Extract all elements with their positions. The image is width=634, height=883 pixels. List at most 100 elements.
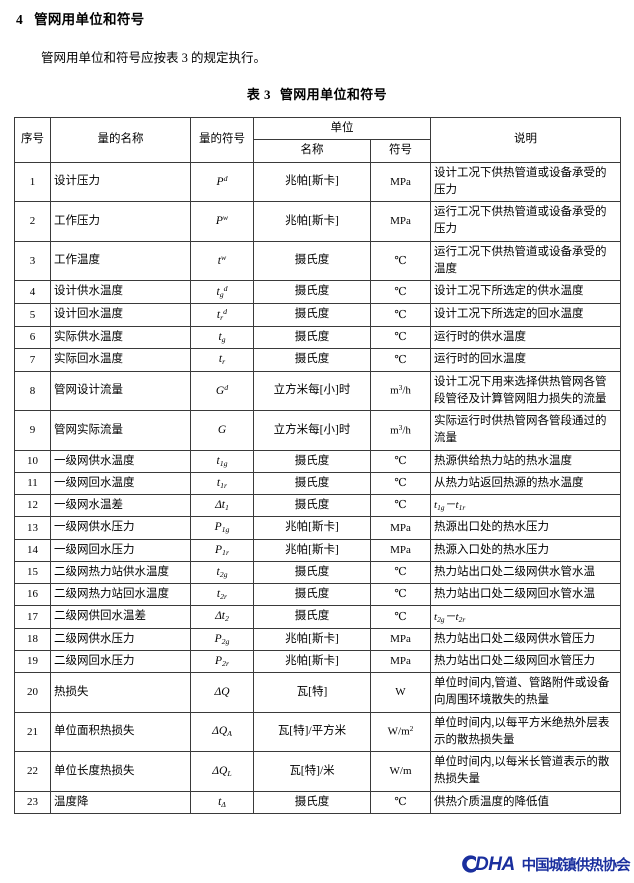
- cell-unit-name: 兆帕[斯卡]: [253, 649, 371, 674]
- cell-unit-symbol: ℃: [370, 280, 431, 304]
- cell-quantity-name: 二级网热力站供水温度: [50, 560, 191, 585]
- cell-quantity-name: 二级网热力站回水温度: [50, 582, 191, 607]
- cell-unit-symbol: ℃: [370, 303, 431, 327]
- table-row: 4 设计供水温度 tgd 摄氏度 ℃ 设计工况下所选定的供水温度: [14, 280, 621, 304]
- cell-quantity-name: 单位面积热损失: [50, 711, 191, 752]
- cell-unit-name: 摄氏度: [253, 348, 371, 372]
- header-quantity-name: 量的名称: [50, 117, 191, 163]
- cell-no: 23: [14, 790, 51, 814]
- cell-quantity-symbol: t1r: [190, 471, 254, 496]
- cell-unit-name: 瓦[特]/平方米: [253, 711, 371, 752]
- cell-no: 5: [14, 303, 51, 327]
- table-row: 7 实际回水温度 tr 摄氏度 ℃ 运行时的回水温度: [14, 348, 621, 372]
- table-row: 14 一级网回水压力 P1r 兆帕[斯卡] MPa 热源入口处的热水压力: [14, 538, 621, 562]
- cell-quantity-name: 管网实际流量: [50, 410, 191, 451]
- cell-unit-symbol: MPa: [370, 161, 431, 202]
- cell-quantity-symbol: t2g: [190, 560, 254, 585]
- cell-description: 单位时间内,管道、管路附件或设备向周围环境散失的热量: [430, 672, 621, 713]
- section-title: 管网用单位和符号: [34, 12, 145, 27]
- cell-description: 热源入口处的热水压力: [430, 538, 621, 562]
- cell-unit-name: 摄氏度: [253, 280, 371, 304]
- table-row: 12 一级网水温差 Δt1 摄氏度 ℃ t1g－t1r: [14, 493, 621, 518]
- cell-description: 运行工况下供热管道或设备承受的压力: [430, 201, 621, 242]
- cell-no: 19: [14, 649, 51, 674]
- table-row: 6 实际供水温度 tg 摄氏度 ℃ 运行时的供水温度: [14, 325, 621, 350]
- cell-no: 8: [14, 370, 51, 411]
- table-row: 20 热损失 ΔQ 瓦[特] W 单位时间内,管道、管路附件或设备向周围环境散失的热量: [14, 672, 621, 713]
- cell-quantity-symbol: ΔQL: [190, 751, 254, 792]
- cell-quantity-symbol: Pd: [190, 161, 254, 202]
- cell-description: 热源出口处的热水压力: [430, 516, 621, 540]
- cell-unit-symbol: ℃: [370, 493, 431, 518]
- section-number: 4: [16, 12, 24, 27]
- cell-unit-name: 摄氏度: [253, 560, 371, 585]
- cell-quantity-name: 设计回水温度: [50, 303, 191, 327]
- table-row: 19 二级网回水压力 P2r 兆帕[斯卡] MPa 热力站出口处二级网回水管压力: [14, 649, 621, 674]
- cell-quantity-symbol: G: [190, 410, 254, 451]
- cell-unit-symbol: ℃: [370, 348, 431, 372]
- cell-quantity-name: 热损失: [50, 672, 191, 713]
- cell-no: 7: [14, 348, 51, 372]
- cell-unit-name: 兆帕[斯卡]: [253, 516, 371, 540]
- section-heading: 4 管网用单位和符号: [16, 8, 144, 28]
- cell-unit-name: 立方米每[小]时: [253, 410, 371, 451]
- cell-quantity-name: 一级网供水压力: [50, 516, 191, 540]
- table-row: 9 管网实际流量 G 立方米每[小]时 m3/h 实际运行时供热管网各管段通过的流量: [14, 410, 621, 451]
- cell-quantity-name: 工作压力: [50, 201, 191, 242]
- logo-text: DHA: [475, 853, 515, 875]
- cell-unit-name: 瓦[特]: [253, 672, 371, 713]
- cdha-logo: DHA: [458, 853, 515, 875]
- cell-quantity-name: 单位长度热损失: [50, 751, 191, 792]
- cell-no: 11: [14, 471, 51, 496]
- cell-unit-name: 兆帕[斯卡]: [253, 627, 371, 651]
- cell-no: 12: [14, 493, 51, 518]
- cell-no: 17: [14, 605, 51, 629]
- watermark-org-name: 中国城镇供热协会: [521, 857, 631, 874]
- cell-description: t2g－t2r: [430, 605, 621, 629]
- cell-unit-name: 摄氏度: [253, 303, 371, 327]
- cell-description: 运行时的回水温度: [430, 348, 621, 372]
- cell-quantity-symbol: t1g: [190, 449, 254, 473]
- cell-unit-name: 瓦[特]/米: [253, 751, 371, 792]
- cell-unit-symbol: m3/h: [370, 370, 431, 411]
- cell-unit-name: 摄氏度: [253, 605, 371, 629]
- cell-no: 10: [14, 449, 51, 473]
- cell-quantity-name: 设计压力: [50, 161, 191, 202]
- table-header-row-1: 序号 量的名称 量的符号 单位 说明: [14, 116, 621, 163]
- cell-unit-symbol: MPa: [370, 516, 431, 540]
- cell-description: 设计工况下供热管道或设备承受的压力: [430, 161, 621, 202]
- units-and-symbols-table: 序号 量的名称 量的符号 单位 说明 名称 符号 1 设计压力 Pd 兆帕[斯卡] MP…: [14, 116, 621, 814]
- cell-quantity-symbol: ΔQA: [190, 711, 254, 752]
- cell-unit-name: 兆帕[斯卡]: [253, 201, 371, 242]
- table-header-row-2: 名称 符号: [15, 139, 621, 163]
- table-row: 11 一级网回水温度 t1r 摄氏度 ℃ 从热力站返回热源的热水温度: [14, 471, 621, 496]
- cell-description: 供热介质温度的降低值: [430, 790, 621, 814]
- cell-quantity-symbol: Δt2: [190, 605, 254, 629]
- cell-no: 21: [14, 711, 51, 752]
- cell-quantity-name: 一级网供水温度: [50, 449, 191, 473]
- cell-unit-symbol: ℃: [370, 449, 431, 473]
- cell-quantity-name: 设计供水温度: [50, 280, 191, 304]
- table-row: 3 工作温度 tw 摄氏度 ℃ 运行工况下供热管道或设备承受的温度: [14, 240, 621, 281]
- cell-quantity-symbol: P1r: [190, 538, 254, 562]
- table-row: 8 管网设计流量 Gd 立方米每[小]时 m3/h 设计工况下用来选择供热管网各管段管径及…: [14, 370, 621, 411]
- table-row: 17 二级网供回水温差 Δt2 摄氏度 ℃ t2g－t2r: [14, 605, 621, 629]
- cell-description: 设计工况下用来选择供热管网各管段管径及计算管网阻力损失的流量: [430, 370, 621, 411]
- cell-description: 热力站出口处二级网回水管压力: [430, 649, 621, 674]
- cell-quantity-symbol: P1g: [190, 516, 254, 540]
- cell-quantity-name: 工作温度: [50, 240, 191, 281]
- cell-unit-symbol: ℃: [370, 471, 431, 496]
- table-row: 1 设计压力 Pd 兆帕[斯卡] MPa 设计工况下供热管道或设备承受的压力: [14, 161, 621, 202]
- cell-unit-symbol: ℃: [370, 560, 431, 585]
- spec-table-wrapper: 序号 量的名称 量的符号 单位 说明 名称 符号 1 设计压力 Pd 兆帕[斯卡] MP…: [14, 116, 621, 814]
- header-unit-name: 名称: [253, 139, 371, 163]
- cell-description: 单位时间内,以每米长管道表示的散热损失量: [430, 751, 621, 792]
- cell-unit-name: 摄氏度: [253, 240, 371, 281]
- cell-quantity-symbol: Pw: [190, 201, 254, 242]
- header-no: 序号: [14, 117, 51, 163]
- cell-description: 运行时的供水温度: [430, 325, 621, 350]
- cell-unit-symbol: m3/h: [370, 410, 431, 451]
- cell-quantity-name: 实际供水温度: [50, 325, 191, 350]
- cell-unit-symbol: W: [370, 672, 431, 713]
- cell-unit-symbol: MPa: [370, 649, 431, 674]
